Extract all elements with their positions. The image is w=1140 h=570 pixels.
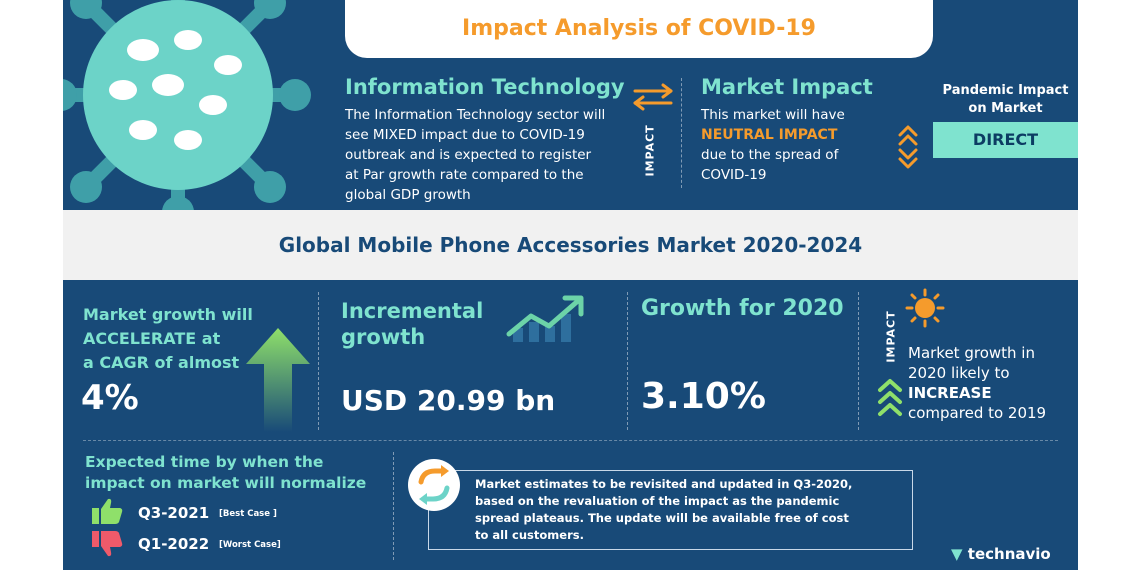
it-line: outbreak and is expected to register — [345, 147, 592, 163]
pandemic-heading-line: Pandemic Impact — [942, 83, 1069, 98]
impact-2020-line: compared to 2019 — [908, 404, 1047, 422]
normalize-line: Expected time by when the — [85, 453, 324, 471]
thumbs-up-icon — [92, 498, 123, 524]
refresh-icon — [408, 459, 460, 511]
divider — [393, 452, 394, 560]
worst-case-value: Q1-2022 — [138, 535, 210, 553]
brand-name: technavio — [967, 545, 1051, 563]
increase-highlight: INCREASE — [908, 384, 992, 402]
note-line: to all customers. — [475, 528, 584, 542]
impact-2020-line: 2020 likely to — [908, 364, 1010, 382]
it-line: The Information Technology sector will — [345, 107, 606, 123]
logo-mark-icon: ▼ — [951, 545, 963, 563]
chevrons-up-icon — [878, 379, 902, 416]
it-line: at Par growth rate compared to the — [345, 167, 584, 183]
divider — [83, 440, 1058, 441]
pandemic-impact-value: DIRECT — [933, 122, 1078, 158]
pandemic-impact-box: Pandemic Impact on Market DIRECT — [933, 80, 1078, 160]
note-line: based on the revaluation of the impact a… — [475, 494, 840, 508]
impact-2020-text: Market growth in 2020 likely to INCREASE… — [908, 343, 1078, 423]
cagr-line: Market growth will — [83, 305, 253, 324]
market-impact-description: This market will have NEUTRAL IMPACT due… — [701, 105, 901, 185]
impact-2020-line: Market growth in — [908, 344, 1035, 362]
sun-icon — [905, 288, 945, 328]
cagr-line: a CAGR of almost — [83, 353, 240, 372]
it-line: global GDP growth — [345, 187, 471, 203]
it-heading: Information Technology — [345, 75, 625, 99]
impact-vertical-label: IMPACT — [884, 310, 898, 363]
virus-icon — [63, 0, 311, 228]
note-line: spread plateaus. The update will be avai… — [475, 511, 849, 525]
note-line: Market estimates to be revisited and upd… — [475, 477, 853, 491]
expand-arrows-icon — [898, 125, 918, 169]
brand-logo: ▼ technavio — [951, 545, 1051, 563]
pandemic-impact-heading: Pandemic Impact on Market — [933, 80, 1078, 122]
best-case-value: Q3-2021 — [138, 504, 210, 522]
update-note-text: Market estimates to be revisited and upd… — [475, 476, 910, 544]
incremental-text: Incremental growth — [341, 298, 483, 350]
thumbs-down-icon — [92, 531, 123, 557]
trend-chart-icon — [506, 295, 584, 342]
pandemic-heading-line: on Market — [968, 101, 1043, 116]
worst-case-tag: [Worst Case] — [219, 540, 281, 550]
market-title: Global Mobile Phone Accessories Market 2… — [278, 233, 863, 257]
market-impact-line: COVID-19 — [701, 167, 767, 183]
growth-2020-value: 3.10% — [641, 376, 766, 417]
title-band: Global Mobile Phone Accessories Market 2… — [63, 210, 1078, 280]
divider — [627, 292, 628, 430]
up-arrow-icon — [246, 328, 310, 432]
growth-2020-label: Growth for 2020 — [641, 296, 844, 321]
market-impact-line: due to the spread of — [701, 147, 839, 163]
incremental-line: Incremental — [341, 299, 484, 323]
impact-vertical-label: IMPACT — [643, 124, 657, 177]
market-impact-heading: Market Impact — [701, 75, 873, 99]
cagr-value: 4% — [81, 378, 139, 418]
it-description: The Information Technology sector will s… — [345, 105, 615, 205]
page-title: Impact Analysis of COVID-19 — [345, 0, 933, 58]
normalize-heading: Expected time by when the impact on mark… — [85, 452, 366, 494]
swap-arrows-icon — [633, 83, 673, 111]
divider — [858, 292, 859, 430]
it-line: see MIXED impact due to COVID-19 — [345, 127, 585, 143]
market-impact-line: This market will have — [701, 107, 845, 123]
normalize-line: impact on market will normalize — [85, 474, 367, 492]
infographic: Impact Analysis of COVID-19 Information … — [63, 0, 1078, 570]
incremental-line: growth — [341, 325, 426, 349]
best-case-tag: [Best Case ] — [219, 509, 277, 519]
cagr-text: Market growth will ACCELERATE at a CAGR … — [83, 303, 253, 375]
update-note-box: Market estimates to be revisited and upd… — [428, 470, 913, 550]
divider — [681, 78, 682, 188]
neutral-impact-highlight: NEUTRAL IMPACT — [701, 127, 838, 143]
divider — [318, 292, 319, 430]
cagr-line: ACCELERATE at — [83, 329, 221, 348]
incremental-value: USD 20.99 bn — [341, 384, 556, 417]
